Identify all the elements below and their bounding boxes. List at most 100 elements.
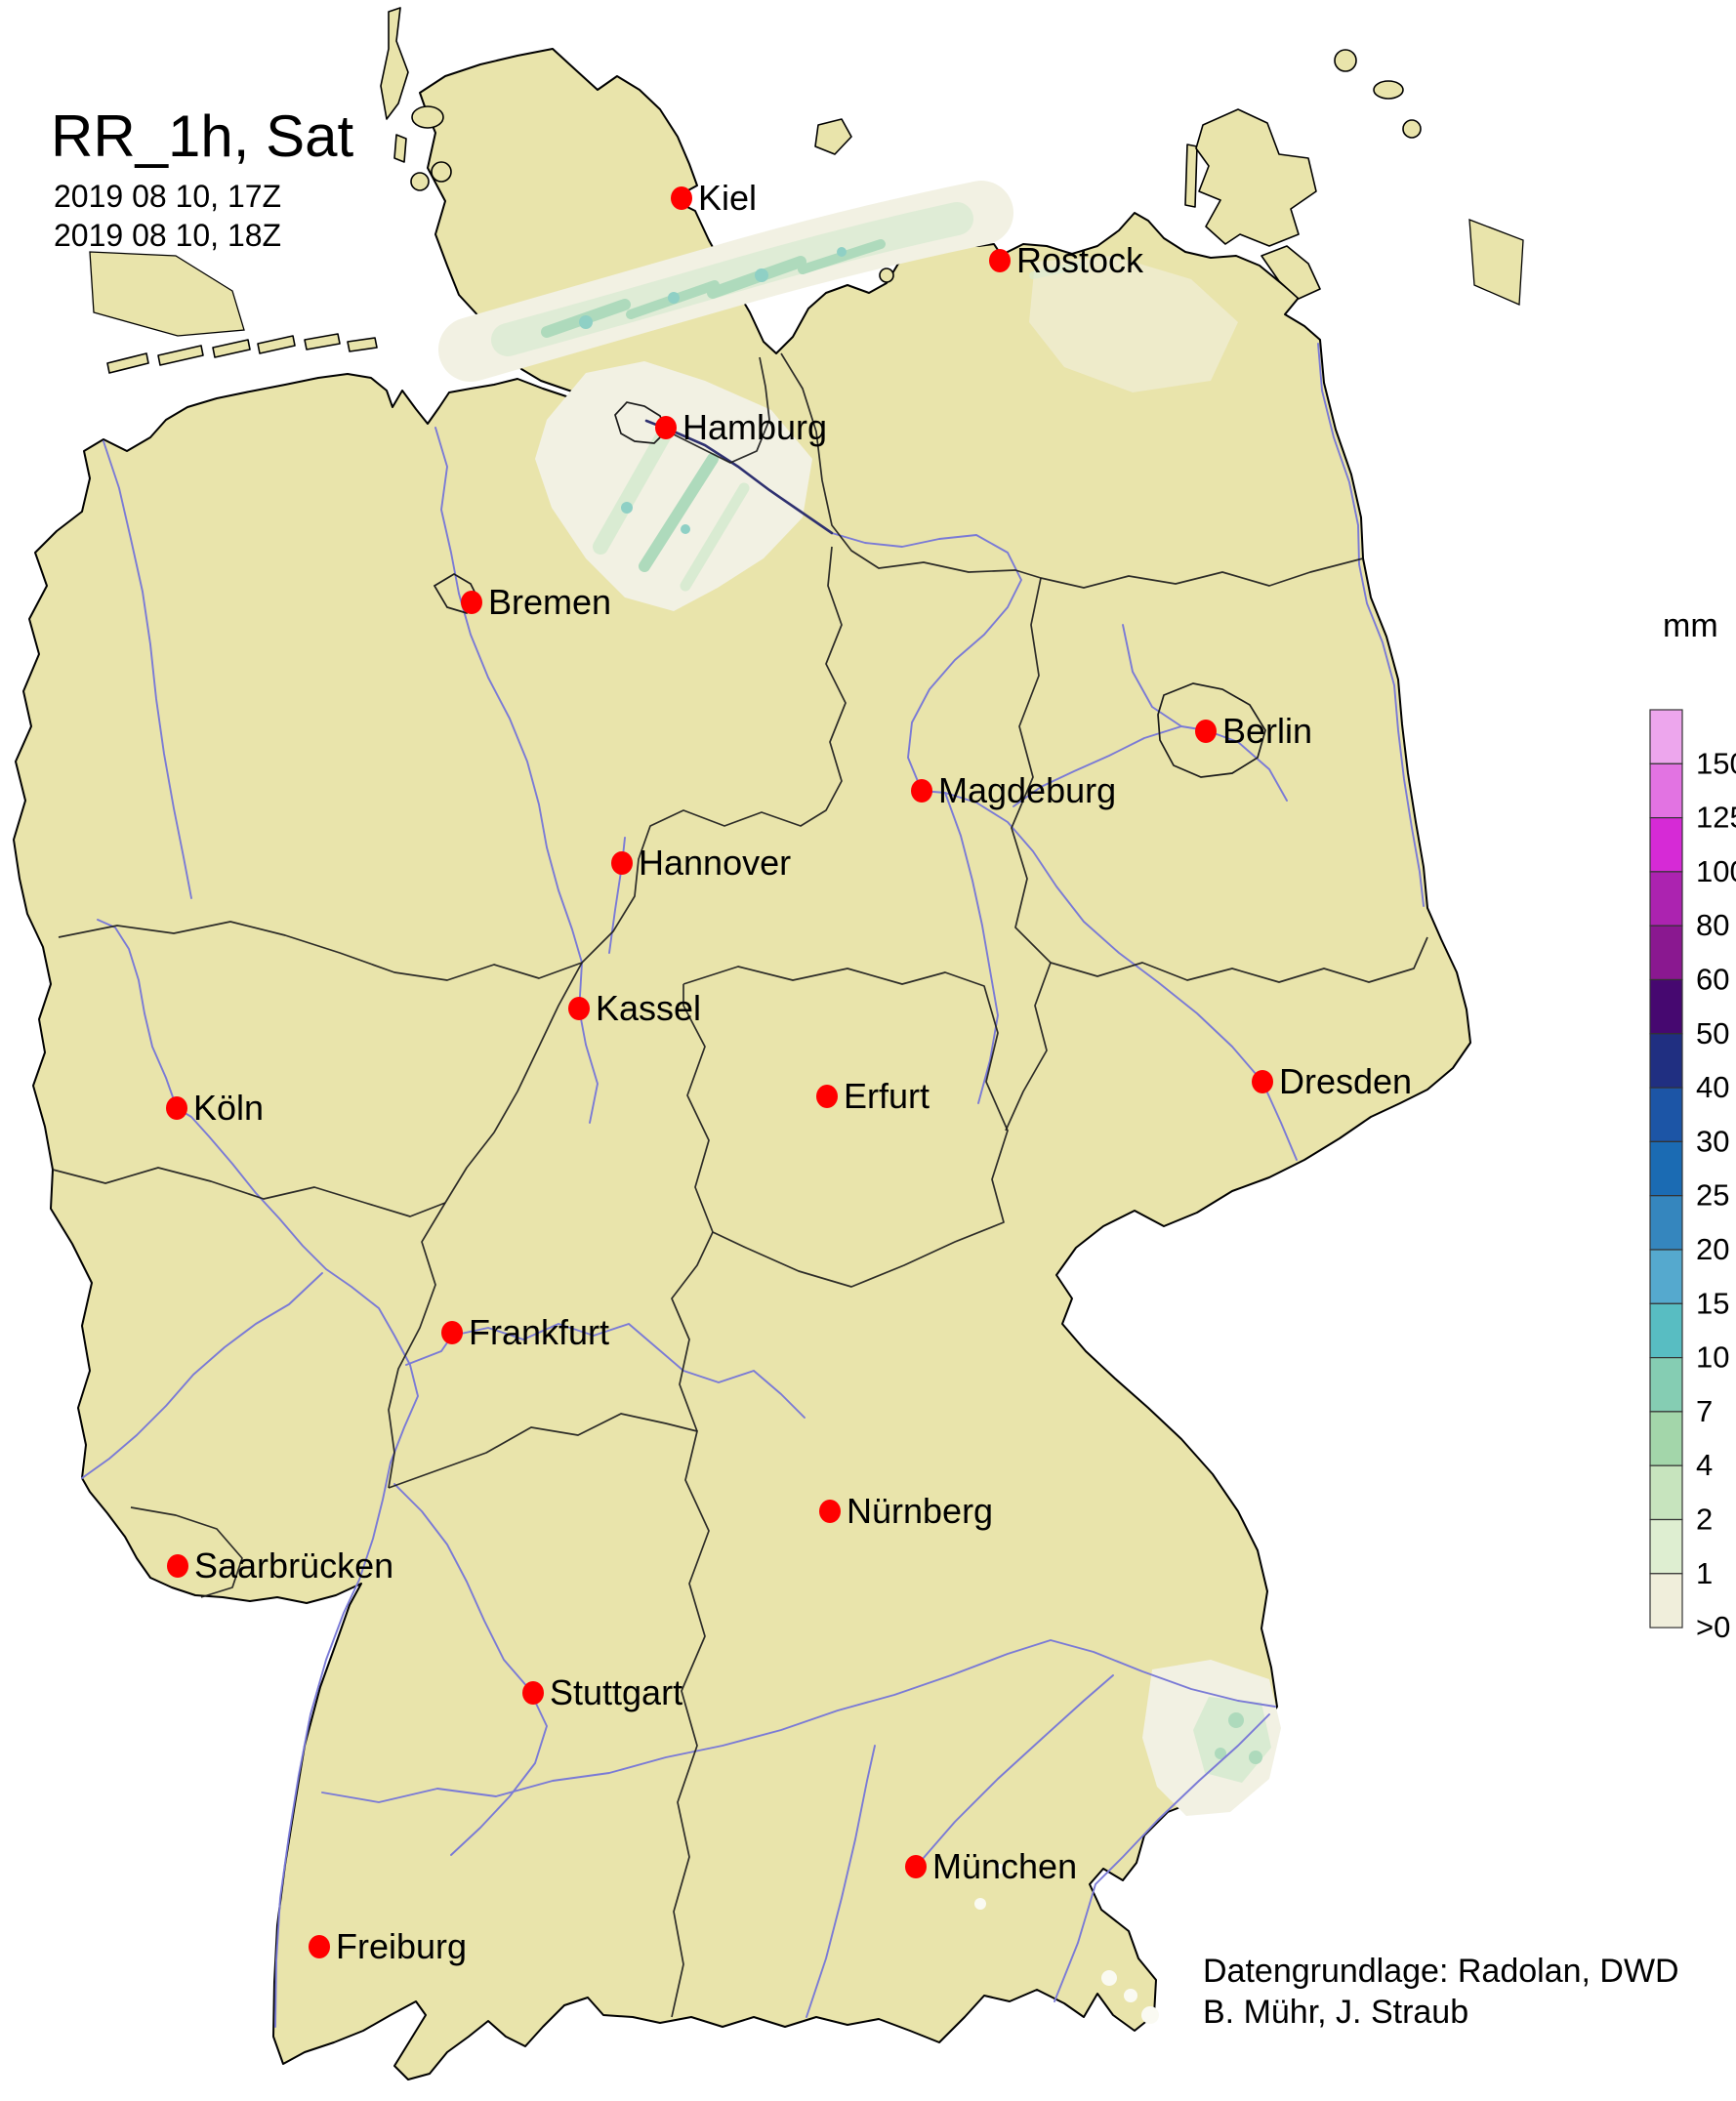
legend-label-15: 15 (1696, 1286, 1729, 1320)
island-ruegen (1195, 108, 1317, 247)
border-berlin-ring (1157, 682, 1266, 778)
legend-label-125: 125 (1696, 801, 1736, 835)
city-marker-icon (167, 1554, 188, 1578)
city-marker-icon (461, 591, 482, 614)
legend-box-80 (1649, 871, 1683, 927)
city-label: München (932, 1846, 1077, 1886)
city-marker-icon (166, 1096, 187, 1120)
island-usedom (1261, 245, 1321, 300)
city-Berlin: Berlin (1195, 711, 1312, 751)
precip-patch-rostock (1029, 256, 1238, 392)
island-foehr (411, 105, 444, 129)
island-pellworm (410, 172, 430, 191)
precip-streak (1029, 262, 1082, 279)
city-Frankfurt: Frankfurt (441, 1312, 609, 1352)
legend-label-2: 2 (1696, 1503, 1713, 1537)
island-amrum (393, 134, 407, 163)
legend-box-2 (1649, 1464, 1683, 1521)
island-frisian-3 (212, 339, 251, 358)
island-frisian-1 (106, 352, 149, 374)
city-marker-icon (905, 1855, 927, 1878)
island-ne-2 (1373, 80, 1404, 100)
city-marker-icon (1252, 1070, 1273, 1093)
precip-spot (1228, 1712, 1244, 1728)
city-München: München (905, 1846, 1077, 1886)
legend: mm 150 125 100 80 60 50 40 30 25 20 15 10 7 4 2 1 >0 (1649, 607, 1736, 1644)
river-ems (103, 440, 192, 899)
border-saarland (130, 1506, 243, 1598)
city-marker-icon (655, 416, 677, 439)
city-Köln: Köln (166, 1088, 264, 1128)
city-marker-icon (819, 1500, 841, 1523)
city-marker-icon (911, 779, 932, 803)
city-label: Kiel (698, 178, 757, 218)
island-frisian-5 (304, 333, 341, 350)
river-inn (1054, 1713, 1270, 2002)
legend-box-20 (1649, 1195, 1683, 1251)
city-Rostock: Rostock (989, 240, 1144, 280)
legend-box-1 (1649, 1518, 1683, 1575)
border-nrw-south (52, 1167, 446, 1217)
precip-spot (1141, 2006, 1159, 2024)
city-Stuttgart: Stuttgart (522, 1672, 682, 1712)
precip-spot (681, 524, 690, 534)
legend-label-30: 30 (1696, 1124, 1729, 1158)
legend-box-100 (1649, 816, 1683, 873)
precipitation-layer (438, 181, 1281, 2024)
island-poel (879, 268, 894, 283)
city-Kassel: Kassel (568, 988, 701, 1028)
island-hiddensee (1184, 144, 1198, 208)
city-label: Freiburg (336, 1926, 467, 1966)
legend-box-40 (1649, 1033, 1683, 1089)
precip-spot (837, 247, 847, 257)
river-isar (915, 1674, 1114, 1868)
legend-label->0: >0 (1696, 1610, 1730, 1644)
border-niedersachsen-south (58, 546, 847, 981)
legend-box-10 (1649, 1302, 1683, 1359)
legend-label-100: 100 (1696, 854, 1736, 888)
border-mv (780, 352, 1364, 589)
island-frisian-6 (347, 337, 378, 352)
city-Kiel: Kiel (671, 178, 757, 218)
legend-label-60: 60 (1696, 963, 1729, 997)
legend-label-20: 20 (1696, 1232, 1729, 1266)
legend-color-scale: 150 125 100 80 60 50 40 30 25 20 15 10 7 4 2 1 >0 (1649, 709, 1736, 1644)
city-marker-icon (309, 1935, 330, 1958)
city-label: Rostock (1016, 240, 1144, 280)
legend-unit-label: mm (1663, 607, 1718, 644)
legend-label-7: 7 (1696, 1394, 1713, 1428)
city-label: Magdeburg (938, 770, 1116, 810)
city-label: Köln (193, 1088, 264, 1128)
legend-box-50 (1649, 978, 1683, 1035)
precip-spot (1249, 1751, 1262, 1764)
legend-box-125 (1649, 762, 1683, 819)
precip-spot (995, 1864, 1005, 1874)
city-marker-icon (1195, 720, 1217, 743)
border-sachsen-anhalt (1005, 962, 1052, 1132)
city-Hamburg: Hamburg (655, 407, 827, 447)
credit-line-2: B. Mühr, J. Straub (1203, 1994, 1468, 2031)
legend-label-40: 40 (1696, 1070, 1729, 1104)
map-title: RR_1h, Sat (51, 103, 353, 169)
germany-landmass (13, 48, 1471, 2080)
legend-box-25 (1649, 1140, 1683, 1197)
river-rhine (97, 919, 419, 2028)
river-lech (806, 1745, 876, 2018)
precip-streak (593, 424, 674, 555)
land-layer (13, 7, 1524, 2080)
river-saale (944, 792, 999, 1104)
precip-spot (668, 292, 680, 304)
city-label: Hamburg (682, 407, 827, 447)
city-Nürnberg: Nürnberg (819, 1491, 993, 1531)
precip-spot (974, 1898, 986, 1910)
island-ne-3 (1402, 119, 1422, 139)
city-label: Dresden (1279, 1061, 1412, 1101)
precip-streak (680, 482, 750, 592)
neighbor-land-pl (1468, 219, 1524, 306)
legend-box-30 (1649, 1087, 1683, 1142)
legend-label-25: 25 (1696, 1178, 1729, 1213)
title-block: RR_1h, Sat 2019 08 10, 17Z 2019 08 10, 1… (51, 103, 353, 253)
river-oder (1317, 343, 1425, 907)
